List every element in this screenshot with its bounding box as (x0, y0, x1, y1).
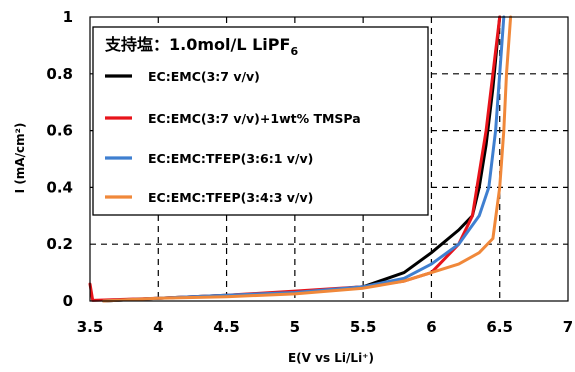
y-tick-label: 0.2 (46, 235, 73, 253)
x-tick-labels: 3.5 4 4.5 5 5.5 6 6.5 7 (77, 318, 574, 336)
series-line (102, 15, 513, 303)
x-tick-label: 4.5 (213, 318, 240, 336)
legend-label: EC:EMC:TFEP(3:4:3 v/v) (148, 190, 313, 205)
legend-title-main: 支持塩：1.0mol/L LiPF (104, 35, 290, 54)
y-axis-label: I (mA/cm²) (13, 123, 27, 194)
y-tick-label: 0.6 (46, 122, 73, 140)
x-tick-label: 6 (426, 318, 436, 336)
x-tick-label: 5 (290, 318, 300, 336)
legend-box (92, 26, 429, 216)
x-tick-label: 4 (153, 318, 163, 336)
series-layer (88, 15, 513, 303)
legend-entries: EC:EMC(3:7 v/v) EC:EMC(3:7 v/v)+1wt% TMSP… (105, 69, 361, 205)
y-tick-label: 0.4 (46, 178, 73, 196)
legend-title-subscript: 6 (290, 45, 298, 58)
x-tick-label: 5.5 (350, 318, 377, 336)
y-tick-label: 0.8 (46, 65, 73, 83)
x-axis-label: E(V vs Li/Li⁺) (288, 351, 374, 365)
y-tick-labels: 0 0.2 0.4 0.6 0.8 1 (46, 8, 73, 310)
legend-title: 支持塩：1.0mol/L LiPF6 (104, 35, 298, 58)
x-tick-label: 6.5 (486, 318, 513, 336)
y-tick-label: 1 (63, 8, 73, 26)
y-tick-label: 0 (63, 292, 73, 310)
legend-label: EC:EMC:TFEP(3:6:1 v/v) (148, 151, 313, 166)
plot-frame (89, 16, 569, 302)
x-tick-label: 3.5 (77, 318, 104, 336)
x-tick-label: 7 (563, 318, 573, 336)
legend-label: EC:EMC(3:7 v/v)+1wt% TMSPa (148, 111, 361, 126)
legend: 支持塩：1.0mol/L LiPF6 EC:EMC(3:7 v/v)EC:EMC… (92, 26, 429, 216)
legend-label: EC:EMC(3:7 v/v) (148, 69, 260, 84)
